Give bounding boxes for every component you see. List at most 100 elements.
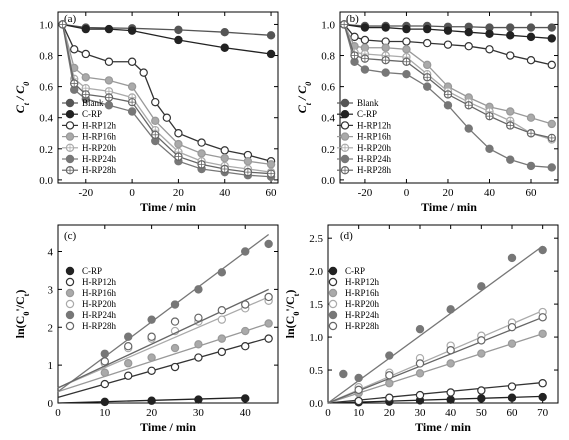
data-point (402, 24, 411, 34)
fit-line (57, 322, 269, 393)
x-tick-label: 70 (537, 407, 549, 419)
data-point (538, 329, 547, 338)
data-point (100, 357, 110, 366)
data-point (194, 353, 203, 362)
y-tick-label: 1.0 (39, 19, 53, 31)
legend-marker (328, 310, 338, 320)
data-point (354, 373, 363, 383)
data-point (127, 82, 137, 91)
data-point (526, 161, 536, 171)
legend-marker (65, 132, 75, 141)
x-axis-title: Time / min (421, 200, 477, 214)
data-point (547, 60, 556, 70)
data-point (506, 23, 515, 32)
series-H-RP12h (57, 334, 273, 398)
data-point (547, 23, 556, 32)
data-point (526, 23, 536, 32)
plot-frame (339, 11, 559, 184)
legend-entry: Blank (357, 98, 379, 108)
x-axis-title: Time / min (415, 420, 471, 434)
panel-label: (c) (64, 230, 77, 242)
data-point (446, 346, 455, 355)
data-point (485, 144, 494, 153)
data-point (194, 340, 203, 349)
panel-label: (d) (340, 230, 353, 242)
x-tick-label: 60 (266, 187, 278, 199)
panel-3: 0 10 20 30 40 50 60 70 0.0 0.5 1.0 1.5 2.0 2.5 Time / … (283, 224, 559, 434)
series-C-RP (58, 20, 276, 59)
fit-line (327, 395, 543, 404)
data-point (217, 334, 227, 343)
data-point (151, 116, 160, 126)
data-point (170, 362, 180, 372)
data-point (477, 386, 486, 395)
data-point (147, 366, 156, 376)
legend-marker (65, 277, 75, 287)
x-tick-label: 40 (240, 407, 252, 419)
y-axis-title: ln(C0'/Ct) (13, 290, 31, 339)
legend-marker (340, 154, 350, 164)
series-H-RP28h (57, 288, 273, 389)
legend-marker (65, 310, 75, 320)
y-tick-label: 0.2 (321, 144, 335, 156)
x-tick-label: 10 (99, 407, 111, 419)
data-point (385, 379, 394, 388)
legend-marker (328, 321, 338, 331)
y-tick-label: 0.8 (321, 51, 335, 63)
data-point (381, 43, 390, 52)
data-point (339, 369, 348, 379)
data-point (360, 23, 370, 32)
data-point (415, 324, 425, 334)
data-point (354, 385, 363, 395)
fit-line (327, 245, 544, 404)
data-point (477, 349, 486, 358)
x-tick-label: 0 (55, 407, 61, 419)
series-line (62, 23, 272, 36)
data-point (538, 313, 547, 322)
data-point (538, 379, 547, 388)
y-tick-label: 2.5 (309, 233, 323, 245)
legend-entry: H-RP24h (345, 310, 380, 320)
legend-entry: C-RP (82, 266, 102, 276)
data-point (506, 51, 515, 60)
x-tick-label: 20 (146, 407, 158, 419)
data-point (538, 392, 547, 402)
y-axis-title: Ct / C0 (295, 82, 313, 114)
series-C-RP (57, 394, 250, 407)
data-point (446, 395, 455, 404)
legend-marker (328, 288, 338, 298)
data-point (104, 24, 114, 34)
data-point (423, 60, 432, 70)
data-point (220, 153, 229, 163)
legend-entry: H-RP16h (82, 288, 117, 298)
x-tick-label: 0 (325, 407, 331, 419)
data-point (526, 113, 536, 122)
data-point (402, 45, 411, 54)
data-point (446, 359, 455, 368)
series-H-RP28h (58, 20, 276, 178)
x-tick-label: 40 (445, 407, 457, 419)
data-point (381, 23, 390, 32)
data-point (423, 24, 432, 34)
y-tick-label: 0.0 (309, 398, 323, 410)
data-point (124, 359, 133, 368)
fit-line (327, 381, 543, 404)
x-tick-label: 20 (384, 407, 396, 419)
legend-entry: H-RP16h (345, 288, 380, 298)
data-point (170, 343, 180, 353)
data-point (264, 239, 273, 249)
data-point (81, 24, 90, 34)
legend-marker (328, 266, 338, 276)
data-point (100, 368, 110, 377)
x-tick-label: 40 (484, 187, 496, 199)
data-point (174, 129, 183, 138)
plot-frame (327, 224, 559, 404)
fit-line (327, 310, 543, 404)
data-point (485, 45, 494, 54)
legend-marker (65, 154, 75, 164)
data-point (381, 68, 390, 77)
data-point (507, 393, 517, 402)
plot-frame (57, 11, 279, 184)
